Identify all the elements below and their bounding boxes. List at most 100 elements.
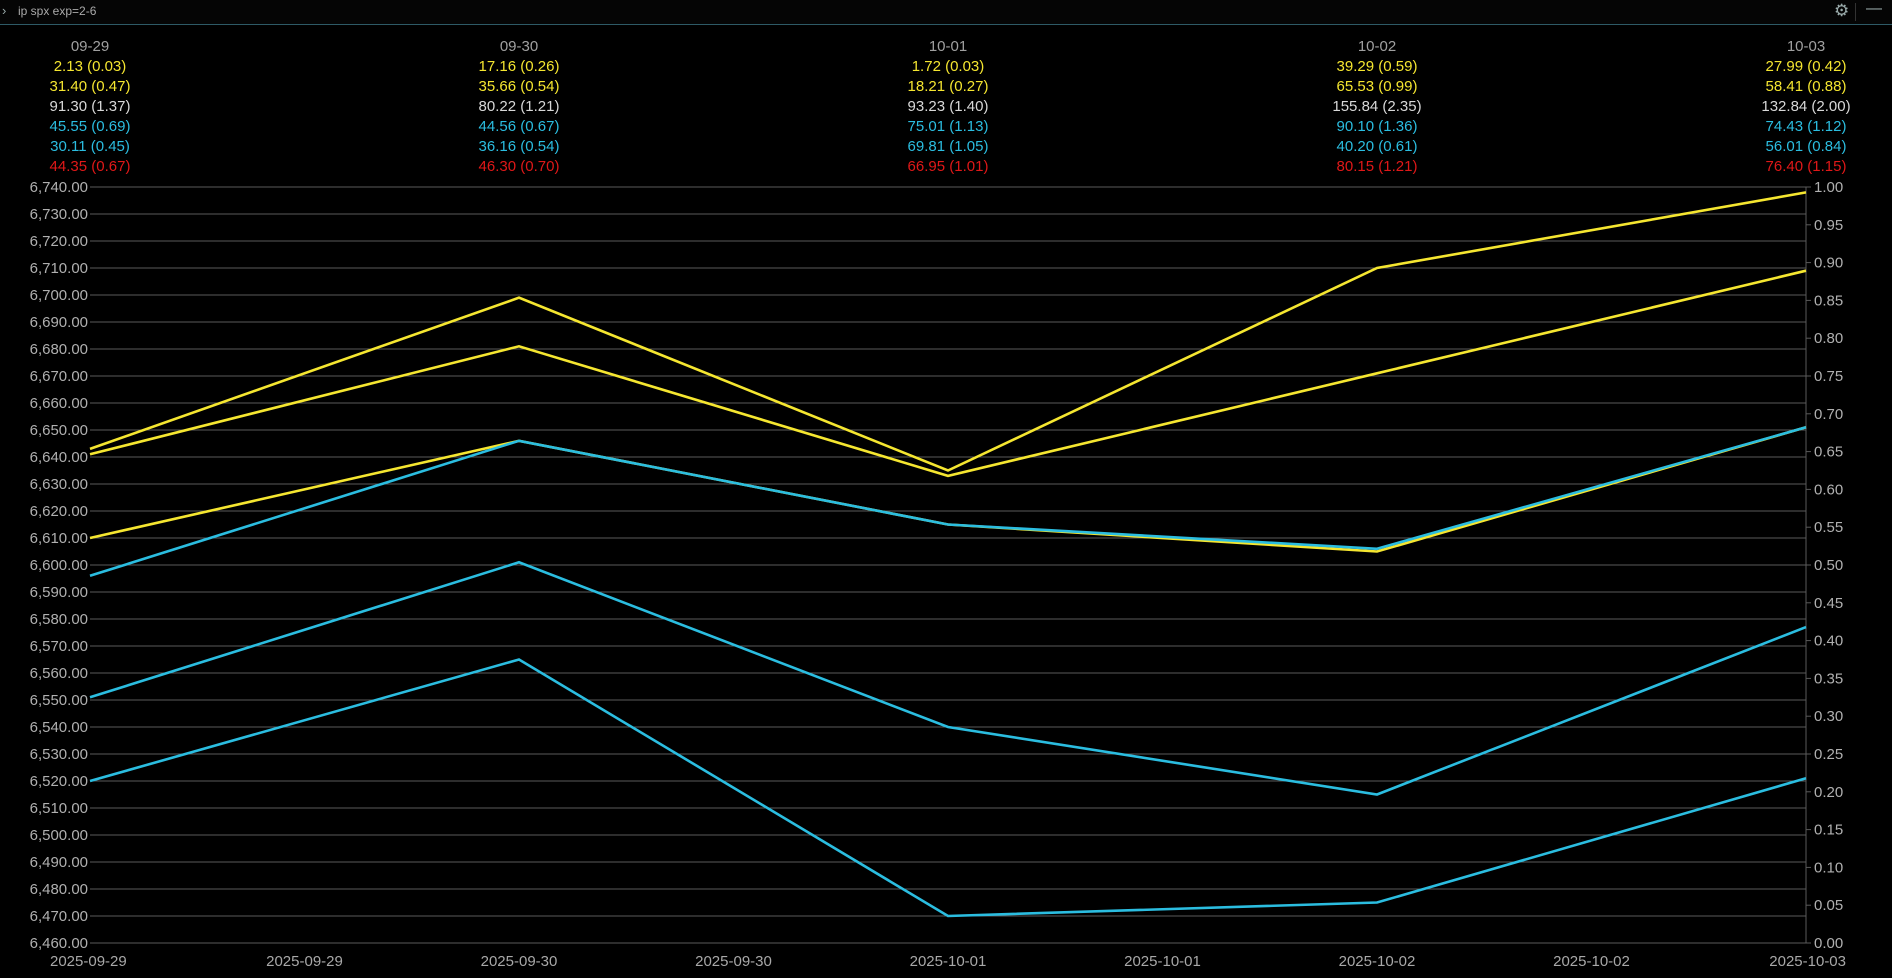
series-line-mid-cyan [89, 560, 1807, 796]
header-value-cell: 69.81 (1.05) [908, 138, 989, 155]
header-value-cell: 91.30 (1.37) [50, 98, 131, 115]
header-value-cell: 74.43 (1.12) [1766, 118, 1847, 135]
y-left-tick-label: 6,730.00 [30, 206, 88, 223]
column-header: 09-30 [500, 38, 538, 55]
window-title: ip spx exp=2-6 [18, 4, 97, 18]
y-right-tick-label: 0.00 [1814, 935, 1843, 952]
y-left-tick-label: 6,500.00 [30, 827, 88, 844]
header-value-cell: 93.23 (1.40) [908, 98, 989, 115]
y-right-tick-label: 0.35 [1814, 670, 1843, 687]
x-tick-label: 2025-09-29 [50, 953, 127, 970]
y-left-tick-label: 6,660.00 [30, 395, 88, 412]
header-value-cell: 39.29 (0.59) [1337, 58, 1418, 75]
header-value-cell: 80.22 (1.21) [479, 98, 560, 115]
column-header: 10-02 [1358, 38, 1396, 55]
y-right-tick-label: 0.10 [1814, 859, 1843, 876]
y-right-tick-label: 0.05 [1814, 897, 1843, 914]
y-right-tick-label: 0.20 [1814, 784, 1843, 801]
header-value-cell: 35.66 (0.54) [479, 78, 560, 95]
title-bar: › ip spx exp=2-6 ⚙ — [0, 0, 1892, 25]
y-left-tick-label: 6,470.00 [30, 908, 88, 925]
y-right-tick-label: 1.00 [1814, 179, 1843, 196]
header-value-cell: 17.16 (0.26) [479, 58, 560, 75]
minimize-button[interactable]: — [1866, 0, 1882, 17]
header-value-cell: 44.56 (0.67) [479, 118, 560, 135]
y-left-tick-label: 6,680.00 [30, 341, 88, 358]
series-line-upper-yellow [89, 191, 1807, 472]
header-value-cell: 58.41 (0.88) [1766, 78, 1847, 95]
y-left-tick-label: 6,530.00 [30, 746, 88, 763]
line-chart: 6,740.00 6,730.00 6,720.00 6,710.00 6,700.00… [30, 38, 1851, 970]
header-value-cell: 80.15 (1.21) [1337, 158, 1418, 175]
y-left-tick-label: 6,590.00 [30, 584, 88, 601]
header-value-cell: 90.10 (1.36) [1337, 118, 1418, 135]
column-header: 10-03 [1787, 38, 1825, 55]
y-right-tick-label: 0.45 [1814, 595, 1843, 612]
y-left-tick-label: 6,550.00 [30, 692, 88, 709]
column-header: 10-01 [929, 38, 967, 55]
header-value-cell: 155.84 (2.35) [1332, 98, 1421, 115]
y-left-tick-label: 6,630.00 [30, 476, 88, 493]
y-right-tick-label: 0.70 [1814, 406, 1843, 423]
header-value-cell: 45.55 (0.69) [50, 118, 131, 135]
header-value-cell: 18.21 (0.27) [908, 78, 989, 95]
x-tick-label: 2025-10-02 [1339, 953, 1416, 970]
x-tick-label: 2025-09-30 [695, 953, 772, 970]
series-line-low-yellow [89, 426, 1807, 553]
y-left-tick-label: 6,510.00 [30, 800, 88, 817]
y-right-tick-label: 0.30 [1814, 708, 1843, 725]
series-line-low-cyan [89, 658, 1807, 918]
series-line-mid-yellow [89, 269, 1807, 478]
y-right-tick-label: 0.90 [1814, 255, 1843, 272]
column-header: 09-29 [71, 38, 109, 55]
y-left-tick-label: 6,460.00 [30, 935, 88, 952]
y-right-tick-label: 0.85 [1814, 292, 1843, 309]
y-right-tick-label: 0.25 [1814, 746, 1843, 763]
y-right-tick-label: 0.40 [1814, 633, 1843, 650]
y-left-tick-label: 6,650.00 [30, 422, 88, 439]
x-tick-label: 2025-09-29 [266, 953, 343, 970]
y-left-tick-label: 6,540.00 [30, 719, 88, 736]
y-left-tick-label: 6,720.00 [30, 233, 88, 250]
x-tick-label: 2025-09-30 [481, 953, 558, 970]
y-left-tick-label: 6,560.00 [30, 665, 88, 682]
y-right-tick-label: 0.95 [1814, 217, 1843, 234]
y-right-tick-label: 0.65 [1814, 444, 1843, 461]
chevron-right-icon[interactable]: › [2, 3, 7, 18]
header-value-cell: 1.72 (0.03) [912, 58, 985, 75]
y-right-tick-label: 0.15 [1814, 822, 1843, 839]
y-left-tick-label: 6,740.00 [30, 179, 88, 196]
y-right-tick-label: 0.55 [1814, 519, 1843, 536]
header-value-cell: 36.16 (0.54) [479, 138, 560, 155]
y-left-tick-label: 6,580.00 [30, 611, 88, 628]
header-value-cell: 76.40 (1.15) [1766, 158, 1847, 175]
y-right-tick-label: 0.75 [1814, 368, 1843, 385]
header-value-cell: 44.35 (0.67) [50, 158, 131, 175]
y-left-tick-label: 6,690.00 [30, 314, 88, 331]
header-value-cell: 31.40 (0.47) [50, 78, 131, 95]
title-bar-divider [1855, 3, 1856, 21]
x-tick-label: 2025-10-03 [1769, 953, 1846, 970]
y-left-tick-label: 6,600.00 [30, 557, 88, 574]
y-right-tick-label: 0.80 [1814, 330, 1843, 347]
header-value-cell: 2.13 (0.03) [54, 58, 127, 75]
x-tick-label: 2025-10-02 [1553, 953, 1630, 970]
header-value-cell: 46.30 (0.70) [479, 158, 560, 175]
y-left-tick-label: 6,640.00 [30, 449, 88, 466]
y-left-tick-label: 6,570.00 [30, 638, 88, 655]
y-left-tick-label: 6,610.00 [30, 530, 88, 547]
header-value-cell: 65.53 (0.99) [1337, 78, 1418, 95]
gear-icon[interactable]: ⚙ [1834, 1, 1850, 20]
x-tick-label: 2025-10-01 [910, 953, 987, 970]
x-tick-label: 2025-10-01 [1124, 953, 1201, 970]
header-value-cell: 40.20 (0.61) [1337, 138, 1418, 155]
y-left-tick-label: 6,700.00 [30, 287, 88, 304]
y-right-tick-label: 0.50 [1814, 557, 1843, 574]
y-left-tick-label: 6,620.00 [30, 503, 88, 520]
header-value-cell: 56.01 (0.84) [1766, 138, 1847, 155]
y-left-tick-label: 6,480.00 [30, 881, 88, 898]
series-line-upper-cyan [89, 426, 1807, 578]
y-left-tick-label: 6,520.00 [30, 773, 88, 790]
header-value-cell: 75.01 (1.13) [908, 118, 989, 135]
header-value-cell: 66.95 (1.01) [908, 158, 989, 175]
